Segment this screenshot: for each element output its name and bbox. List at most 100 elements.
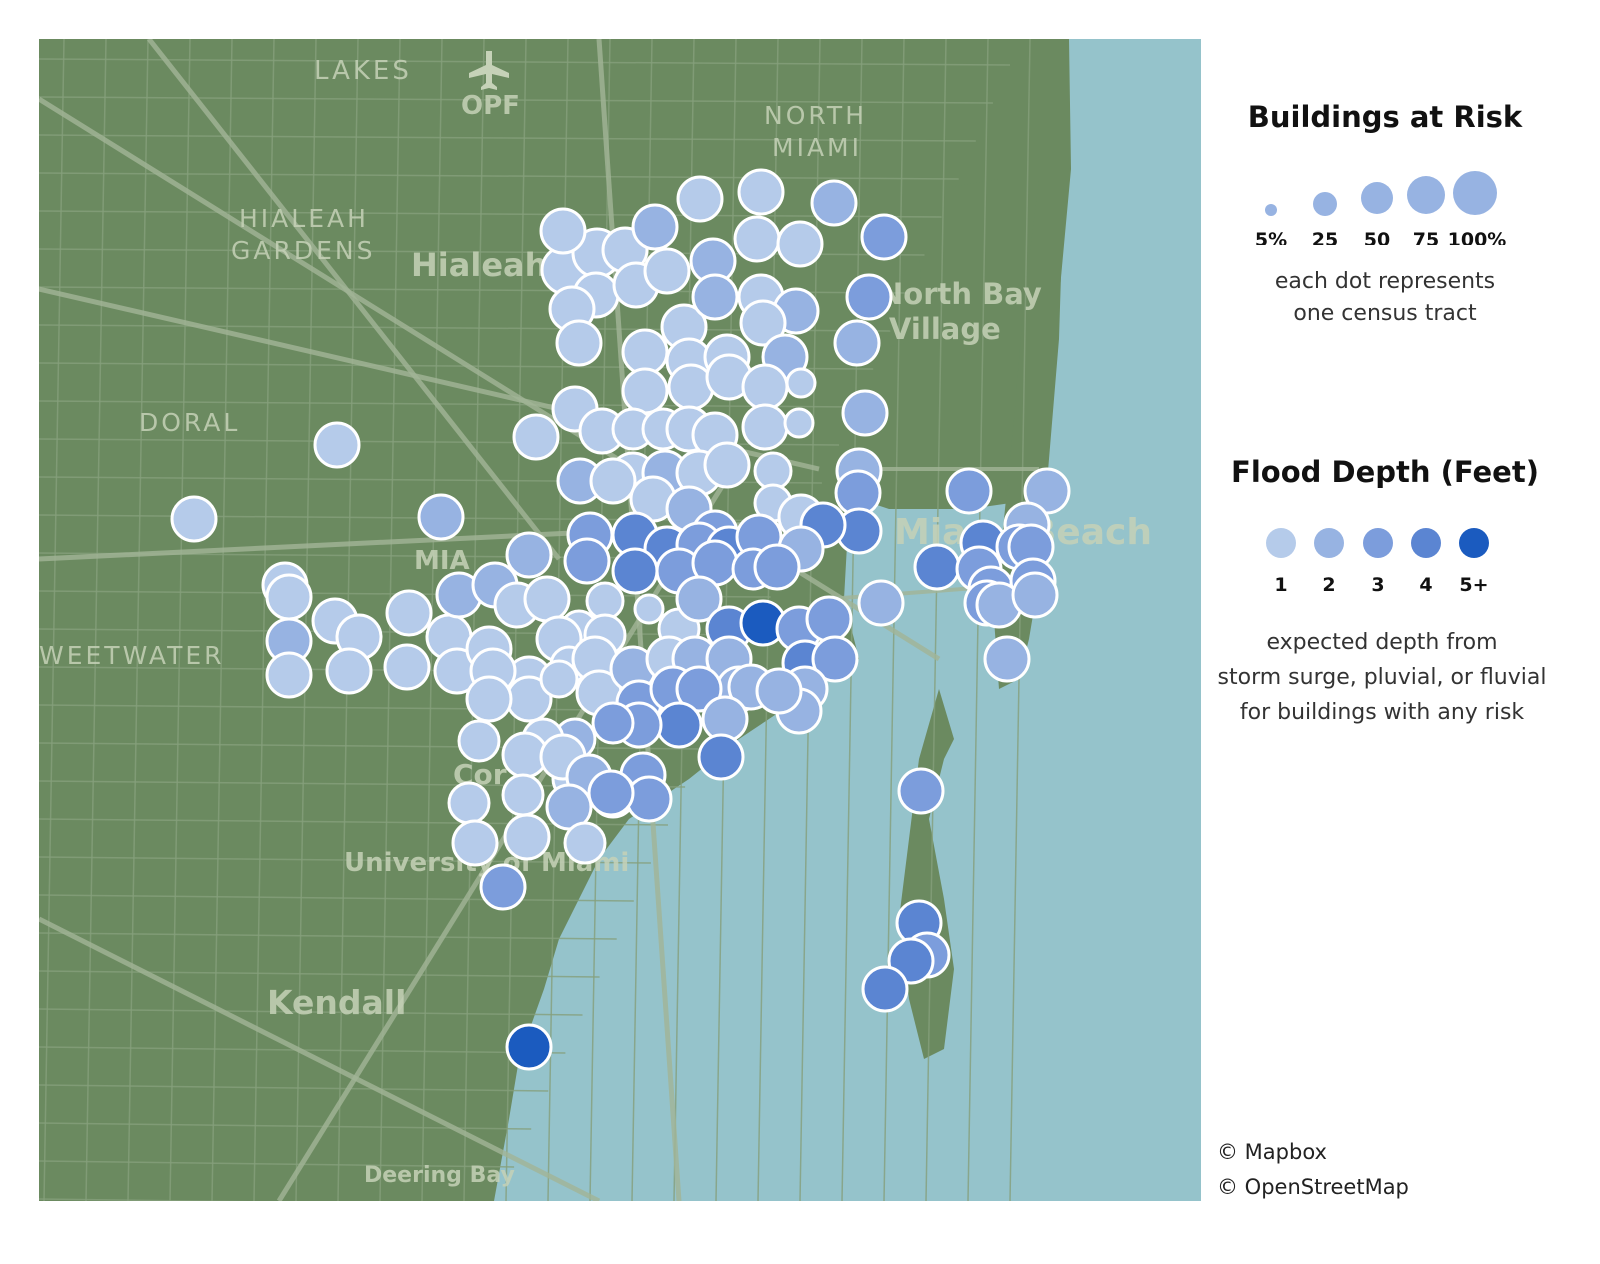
street <box>39 1084 549 1092</box>
census-tract-dot[interactable] <box>739 299 787 347</box>
depth-legend-note: expected depth from storm surge, pluvial… <box>1197 625 1567 730</box>
size-swatch-5 <box>1265 204 1277 216</box>
street <box>39 58 1011 66</box>
census-tract-dot[interactable] <box>805 595 853 643</box>
size-tick-100: 100% <box>1448 229 1507 245</box>
census-tract-dot[interactable] <box>737 168 785 216</box>
depth-tick-5plus: 5+ <box>1459 574 1488 595</box>
census-tract-dot[interactable] <box>325 647 373 695</box>
census-tract-dot[interactable] <box>811 635 859 683</box>
depth-swatch-2 <box>1314 528 1344 558</box>
street <box>295 39 317 1201</box>
census-tract-dot[interactable] <box>505 531 553 579</box>
census-tract-dot[interactable] <box>587 769 635 817</box>
census-tract-dot[interactable] <box>691 273 739 321</box>
depth-legend-title: Flood Depth (Feet) <box>1231 455 1539 489</box>
census-tract-dot[interactable] <box>643 247 691 295</box>
osm-attribution[interactable]: © OpenStreetMap <box>1217 1175 1409 1199</box>
street <box>39 134 976 142</box>
depth-swatch-3 <box>1363 528 1393 558</box>
census-tract-dot[interactable] <box>833 319 881 367</box>
census-tract-dot[interactable] <box>512 413 560 461</box>
census-tract-dot[interactable] <box>913 543 961 591</box>
street <box>39 1008 583 1016</box>
census-tract-dot[interactable] <box>676 175 724 223</box>
size-tick-25: 25 <box>1312 229 1338 245</box>
census-tract-dot[interactable] <box>785 367 817 399</box>
census-tract-dot[interactable] <box>383 643 431 691</box>
census-tract-dot[interactable] <box>611 547 659 595</box>
census-tract-dot[interactable] <box>841 389 889 437</box>
census-tract-dot[interactable] <box>589 457 637 505</box>
census-tract-dots[interactable] <box>170 168 1071 1071</box>
census-tract-dot[interactable] <box>465 675 513 723</box>
census-tract-dot[interactable] <box>265 573 313 621</box>
size-swatch-100 <box>1453 171 1497 215</box>
census-tract-dot[interactable] <box>776 220 824 268</box>
census-tract-dot[interactable] <box>501 773 545 817</box>
census-tract-dot[interactable] <box>1011 571 1059 619</box>
census-tract-dot[interactable] <box>313 421 361 469</box>
census-tract-dot[interactable] <box>265 651 313 699</box>
census-tract-dot[interactable] <box>857 579 905 627</box>
census-tract-dot[interactable] <box>810 179 858 227</box>
census-tract-dot[interactable] <box>523 575 571 623</box>
census-tract-dot[interactable] <box>539 207 587 255</box>
street <box>39 856 651 864</box>
place-label-north: NORTH <box>764 101 867 130</box>
census-tract-dot[interactable] <box>385 589 433 637</box>
size-note-line-2: one census tract <box>1293 301 1477 326</box>
census-tract-dot[interactable] <box>945 467 993 515</box>
census-tract-dot[interactable] <box>845 273 893 321</box>
census-tract-dot[interactable] <box>861 965 909 1013</box>
census-tract-dot[interactable] <box>675 665 723 713</box>
census-tract-dot[interactable] <box>539 659 579 699</box>
flood-risk-map[interactable]: LAKES OPF NORTH MIAMI HIALEAH GARDENS Hi… <box>39 39 1201 1201</box>
place-label-deering-bay: Deering Bay <box>364 1163 515 1188</box>
census-tract-dot[interactable] <box>503 813 551 861</box>
census-tract-dot[interactable] <box>755 667 803 715</box>
census-tract-dot[interactable] <box>753 543 801 591</box>
place-label-hialeah-gardens-2: GARDENS <box>231 236 375 265</box>
census-tract-dot[interactable] <box>675 575 723 623</box>
census-tract-dot[interactable] <box>451 819 499 867</box>
street <box>85 39 107 1201</box>
depth-note-line-2: storm surge, pluvial, or fluvial <box>1217 665 1547 690</box>
census-tract-dot[interactable] <box>417 493 465 541</box>
census-tract-dot[interactable] <box>897 767 945 815</box>
street <box>39 932 617 940</box>
census-tract-dot[interactable] <box>633 593 665 625</box>
census-tract-dot[interactable] <box>621 328 669 376</box>
census-tract-dot[interactable] <box>479 863 527 911</box>
census-tract-dot[interactable] <box>563 821 607 865</box>
census-tract-dot[interactable] <box>447 781 491 825</box>
census-tract-dot[interactable] <box>655 701 703 749</box>
street <box>127 39 149 1201</box>
street <box>39 172 959 180</box>
census-tract-dot[interactable] <box>741 363 789 411</box>
mapbox-attribution[interactable]: © Mapbox <box>1217 1140 1327 1164</box>
census-tract-dot[interactable] <box>457 719 501 763</box>
place-label-hialeah-gardens-1: HIALEAH <box>239 204 369 233</box>
census-tract-dot[interactable] <box>697 733 745 781</box>
map-canvas[interactable]: LAKES OPF NORTH MIAMI HIALEAH GARDENS Hi… <box>39 39 1201 1201</box>
census-tract-dot[interactable] <box>631 203 679 251</box>
census-tract-dot[interactable] <box>860 213 908 261</box>
census-tract-dot[interactable] <box>621 367 669 415</box>
census-tract-dot[interactable] <box>170 495 218 543</box>
census-tract-dot[interactable] <box>703 441 751 489</box>
census-tract-dot[interactable] <box>783 407 815 439</box>
census-tract-dot[interactable] <box>591 701 635 745</box>
place-label-village: Village <box>889 312 1001 346</box>
street <box>39 894 634 902</box>
census-tract-dot[interactable] <box>733 215 781 263</box>
depth-tick-2: 2 <box>1322 574 1335 595</box>
census-tract-dot[interactable] <box>563 537 611 585</box>
census-tract-dot[interactable] <box>983 635 1031 683</box>
place-label-miami-lakes: LAKES <box>314 56 412 86</box>
census-tract-dot[interactable] <box>741 403 789 451</box>
place-label-miami: MIAMI <box>772 133 862 162</box>
census-tract-dot[interactable] <box>555 319 603 367</box>
census-tract-dot[interactable] <box>505 1023 553 1071</box>
street <box>1009 39 1031 1201</box>
